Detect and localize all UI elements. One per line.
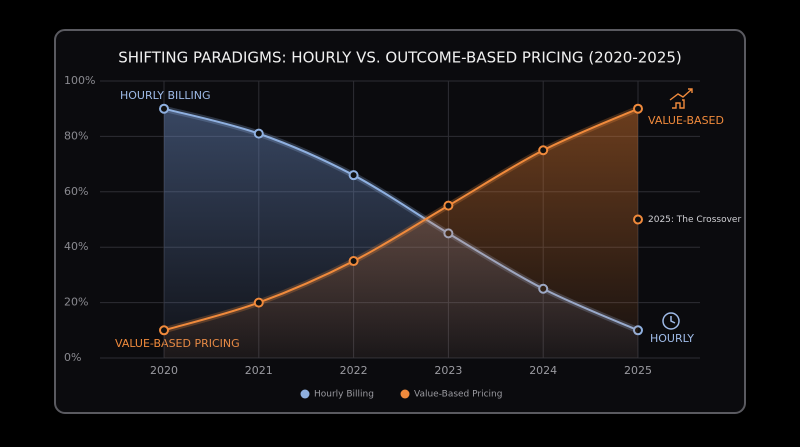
y-tick-label: 80% (64, 129, 88, 142)
x-tick-label: 2024 (529, 364, 557, 377)
point (633, 103, 643, 114)
point (159, 325, 169, 336)
legend-marker (300, 389, 310, 399)
clock-icon (670, 316, 676, 324)
legend-marker (400, 389, 410, 399)
y-tick-label: 20% (64, 296, 88, 309)
x-tick-label: 2021 (245, 364, 273, 377)
x-tick-label: 2022 (340, 364, 368, 377)
x-tick-label: 2025 (624, 364, 652, 377)
legend-label: Value-Based Pricing (414, 390, 502, 400)
point (348, 256, 359, 267)
series-label: HOURLY BILLING (120, 89, 211, 102)
y-tick-label: 60% (64, 185, 88, 198)
chart-title: SHIFTING PARADIGMS: HOURLY VS. OUTCOME-B… (118, 49, 682, 67)
annotation: 2025: The Crossover (648, 215, 741, 225)
clock-icon (662, 312, 680, 330)
series-label: VALUE-BASED (648, 114, 724, 127)
y-tick-label: 0% (64, 351, 81, 364)
point (253, 128, 264, 139)
series-label: HOURLY (650, 332, 694, 345)
point (538, 145, 549, 156)
area (164, 108, 638, 358)
y-tick-label: 100% (64, 74, 95, 87)
point (443, 200, 454, 211)
x-tick-label: 2020 (150, 364, 178, 377)
annotation-point (633, 214, 643, 225)
legend-label: Hourly Billing (314, 390, 374, 400)
point (253, 297, 264, 308)
y-tick-label: 40% (64, 240, 88, 253)
growth-icon (669, 88, 693, 109)
point (159, 103, 169, 114)
point (348, 170, 359, 181)
x-tick-label: 2023 (434, 364, 462, 377)
